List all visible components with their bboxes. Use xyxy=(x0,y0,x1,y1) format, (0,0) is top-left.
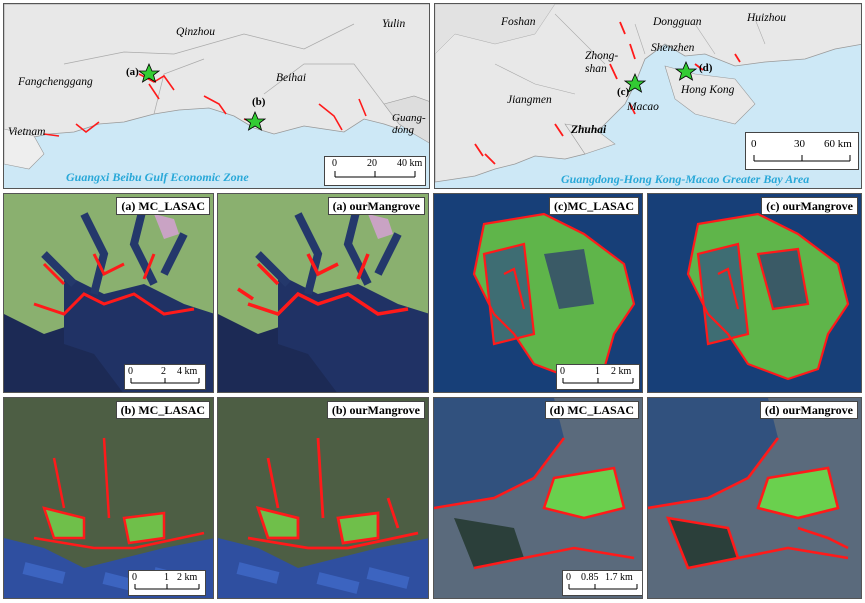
panel-c-lasac: (c)MC_LASAC 0 1 2 km xyxy=(433,193,643,393)
place-zhuhai: Zhuhai xyxy=(571,124,607,136)
panel-a-lasac: (a) MC_LASAC 0 2 4 km xyxy=(3,193,214,393)
panel-title: (c) ourMangrove xyxy=(761,197,858,215)
star-icon xyxy=(623,72,647,93)
scale-bar: 0 1 2 km xyxy=(556,364,640,390)
star-icon xyxy=(137,62,161,83)
scale-tick: 40 km xyxy=(397,158,423,169)
scale-bar: 0 0.85 1.7 km xyxy=(562,570,642,596)
map-caption: Guangxi Beibu Gulf Economic Zone xyxy=(66,170,249,184)
map-guangxi: Qinzhou Yulin Fangchenggang Beihai Guang… xyxy=(3,3,430,189)
place-shenzhen: Shenzhen xyxy=(651,42,695,54)
map-gba: Foshan Dongguan Huizhou Zhong- shan Shen… xyxy=(434,3,862,189)
place-foshan: Foshan xyxy=(501,16,536,28)
scale-bar: 0 20 40 km xyxy=(324,156,426,186)
panel-d-ourmangrove: (d) ourMangrove xyxy=(647,397,862,599)
scale-tick: 0 xyxy=(566,572,571,583)
panel-title: (a) MC_LASAC xyxy=(116,197,210,215)
scale-tick: 1 xyxy=(164,572,169,583)
place-jiangmen: Jiangmen xyxy=(507,94,552,106)
point-c-label: (c) xyxy=(617,86,630,98)
star-icon xyxy=(674,60,698,81)
scale-tick: 0 xyxy=(128,366,133,377)
scale-tick: 0 xyxy=(751,138,757,150)
place-fangchenggang: Fangchenggang xyxy=(18,76,93,88)
map-caption: Guangdong-Hong Kong-Macao Greater Bay Ar… xyxy=(561,172,810,186)
scale-tick: 20 xyxy=(367,158,377,169)
map-gba-svg xyxy=(435,4,861,183)
scale-tick: 4 km xyxy=(177,366,198,377)
map-guangxi-svg xyxy=(4,4,429,170)
place-zhongshan: Zhong- shan xyxy=(585,50,619,75)
scale-tick: 1.7 km xyxy=(605,572,633,583)
scale-bar: 0 30 60 km xyxy=(745,132,859,170)
star-icon xyxy=(243,110,267,131)
place-guangdong: Guang- dong xyxy=(392,112,426,136)
scale-tick: 0 xyxy=(132,572,137,583)
gba-stars xyxy=(623,60,698,93)
scale-tick: 0 xyxy=(332,158,337,169)
panel-a-ourmangrove: (a) ourMangrove xyxy=(217,193,429,393)
place-macao: Macao xyxy=(627,101,659,113)
panel-title: (c)MC_LASAC xyxy=(549,197,639,215)
panel-title: (b) MC_LASAC xyxy=(115,401,210,419)
panel-title: (b) ourMangrove xyxy=(326,401,425,419)
scale-tick: 2 xyxy=(161,366,166,377)
point-a-label: (a) xyxy=(126,66,139,78)
panel-title: (d) MC_LASAC xyxy=(544,401,639,419)
scale-tick: 0.85 xyxy=(581,572,599,583)
scale-tick: 1 xyxy=(595,366,600,377)
panel-title: (a) ourMangrove xyxy=(327,197,425,215)
panel-c-ourmangrove: (c) ourMangrove xyxy=(647,193,862,393)
scale-tick: 0 xyxy=(560,366,565,377)
scale-tick: 60 km xyxy=(824,138,852,150)
place-hongkong: Hong Kong xyxy=(681,84,735,96)
scale-tick: 2 km xyxy=(177,572,198,583)
place-huizhou: Huizhou xyxy=(747,12,786,24)
point-d-label: (d) xyxy=(699,62,713,74)
panel-title: (d) ourMangrove xyxy=(759,401,858,419)
place-dongguan: Dongguan xyxy=(653,16,702,28)
place-beihai: Beihai xyxy=(276,72,307,84)
scale-tick: 2 km xyxy=(611,366,632,377)
panel-d-lasac: (d) MC_LASAC 0 0.85 1.7 km xyxy=(433,397,643,599)
place-yulin: Yulin xyxy=(382,18,406,30)
scale-tick: 30 xyxy=(794,138,805,150)
place-qinzhou: Qinzhou xyxy=(176,26,215,38)
place-vietnam: Vietnam xyxy=(8,126,46,138)
scale-bar: 0 2 4 km xyxy=(124,364,206,390)
panel-b-lasac: (b) MC_LASAC 0 1 2 km xyxy=(3,397,214,599)
point-b-label: (b) xyxy=(252,96,266,108)
guangxi-stars xyxy=(137,62,267,131)
scale-bar: 0 1 2 km xyxy=(128,570,206,596)
panel-b-ourmangrove: (b) ourMangrove xyxy=(217,397,429,599)
